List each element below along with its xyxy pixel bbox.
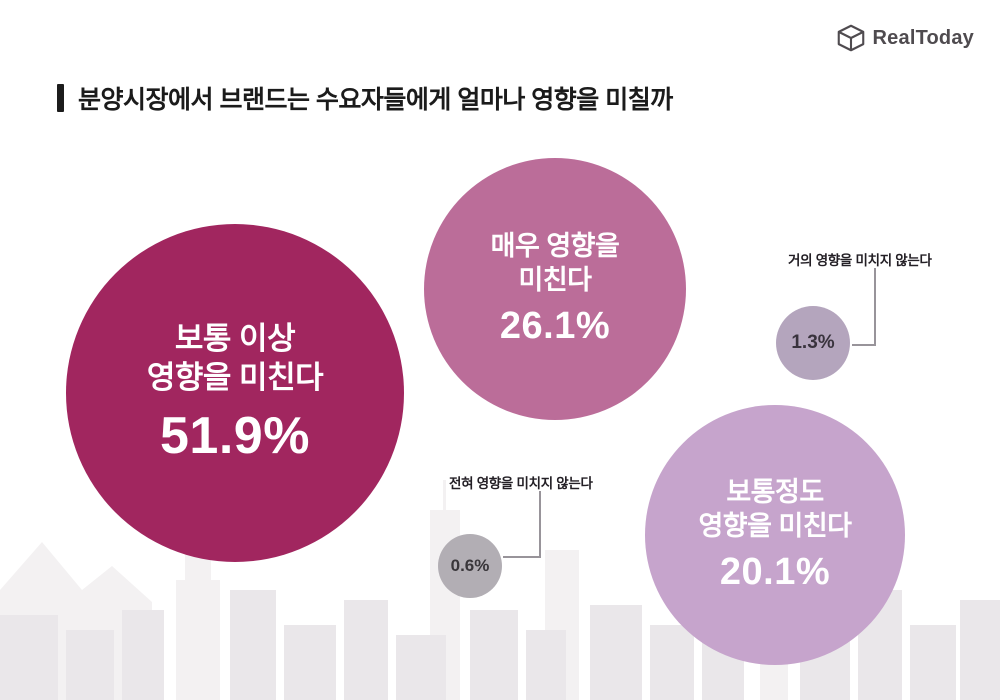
bubble-percent: 51.9%	[160, 406, 310, 465]
bubble-label-line: 미친다	[518, 265, 592, 295]
callout-label-never: 전혀 영향을 미치지 않는다	[449, 476, 593, 491]
connector-line-never	[503, 491, 541, 558]
bubble-major-influence: 보통 이상 영향을 미친다 51.9%	[66, 224, 404, 562]
bubble-percent: 1.3%	[791, 332, 835, 353]
bubble-percent: 0.6%	[450, 556, 490, 575]
callout-label-rarely: 거의 영향을 미치지 않는다	[788, 253, 932, 268]
city-skyline-background	[0, 480, 1000, 700]
bubble-label-line: 매우 영향을	[490, 231, 620, 262]
bubble-percent: 20.1%	[719, 550, 831, 593]
chart-title: 분양시장에서 브랜드는 수요자들에게 얼마나 영향을 미칠까	[57, 80, 673, 116]
bubble-percent: 26.1%	[499, 304, 611, 347]
title-accent-bar	[57, 84, 64, 112]
bubble-very-influence: 매우 영향을 미친다 26.1%	[424, 158, 686, 420]
connector-line-rarely	[852, 268, 876, 346]
bubble-never-influence: 0.6%	[438, 534, 502, 598]
bubble-label-line: 보통 이상	[174, 321, 296, 357]
bubble-moderate-influence: 보통정도 영향을 미친다 20.1%	[645, 405, 905, 665]
brand-logo: RealToday	[837, 24, 974, 52]
bubble-label-line: 보통정도	[726, 477, 824, 508]
bubble-rarely-influence: 1.3%	[776, 306, 850, 380]
brand-name: RealToday	[872, 26, 974, 49]
chart-title-text: 분양시장에서 브랜드는 수요자들에게 얼마나 영향을 미칠까	[78, 86, 673, 114]
realtoday-logo-icon	[837, 24, 864, 52]
bubble-label-line: 영향을 미친다	[146, 360, 324, 395]
bubble-label-line: 영향을 미친다	[698, 511, 852, 541]
